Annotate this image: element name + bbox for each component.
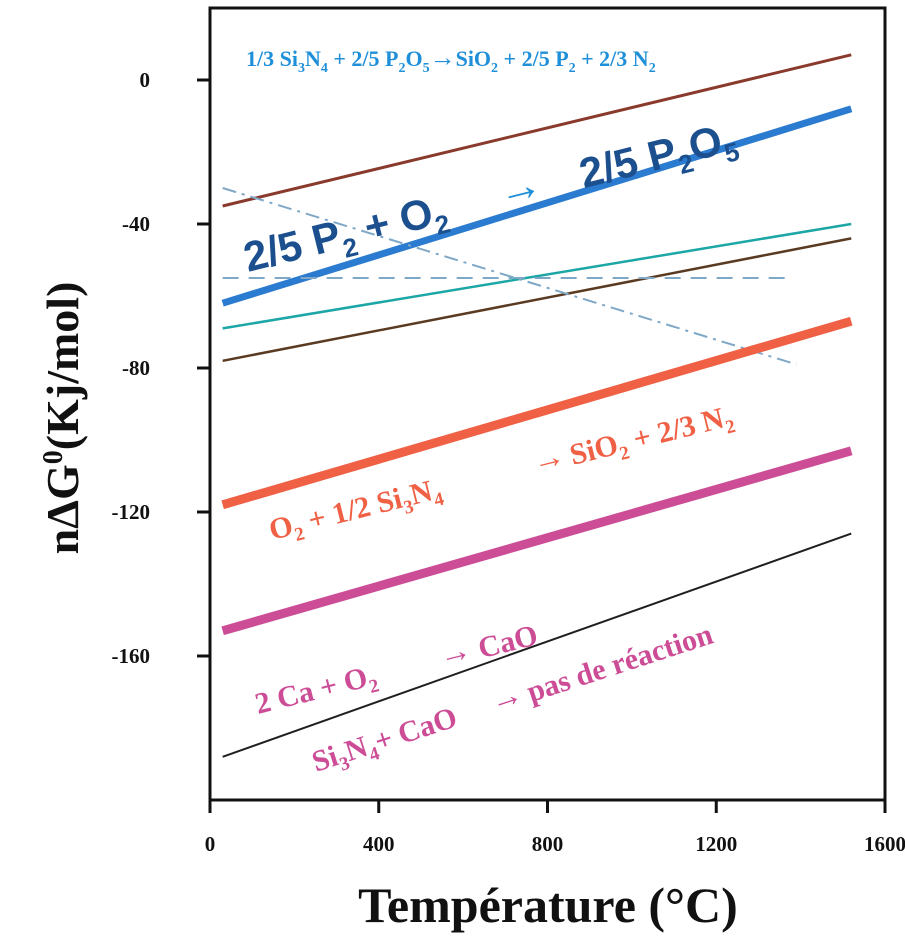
no-reaction-arrow: → (485, 675, 527, 719)
cao-arrow: → (435, 630, 475, 673)
x-tick-label: 1600 (864, 832, 905, 856)
svg-text:2/5 P2O5: 2/5 P2O5 (575, 113, 743, 204)
y-tick-label: -40 (122, 212, 150, 236)
top-reaction-arrow: → (430, 43, 456, 72)
y-axis-label-sup: 0 (38, 450, 69, 464)
y-axis-label-main: nΔG (37, 464, 88, 554)
y-tick-label: 0 (140, 68, 151, 92)
svg-text:2/5 P2 + O2: 2/5 P2 + O2 (239, 185, 453, 288)
y-tick-label: -80 (122, 356, 150, 380)
x-axis-label: Température (°C) (358, 877, 738, 933)
p2o5-reaction-label: 2/5 P2 + O2 → 2/5 P2O5 (238, 110, 742, 288)
y-tick-label: -160 (112, 644, 151, 668)
x-tick-label: 0 (205, 832, 216, 856)
x-tick-label: 1200 (695, 832, 737, 856)
svg-text:CaO: CaO (475, 619, 541, 666)
y-tick-label: -120 (112, 500, 151, 524)
y-axis-label: nΔG0(Kj/mol) (37, 282, 88, 555)
si3n4-arrow: → (528, 436, 568, 479)
x-tick-label: 800 (532, 832, 564, 856)
top-reaction-label: 1/3 Si3N4 + 2/5 P2O5→SiO2 + 2/5 P2 + 2/3… (246, 43, 656, 76)
svg-text:pas de réaction: pas de réaction (523, 618, 717, 709)
p2o5-arrow: → (492, 158, 547, 216)
svg-text:SiO2 + 2/3 N2: SiO2 + 2/3 N2 (567, 399, 738, 476)
x-tick-label: 400 (363, 832, 395, 856)
svg-text:2 Ca + O2: 2 Ca + O2 (252, 659, 382, 726)
y-axis-label-unit: (Kj/mol) (37, 282, 88, 451)
svg-text:Si3N4+ CaO: Si3N4+ CaO (308, 701, 463, 784)
